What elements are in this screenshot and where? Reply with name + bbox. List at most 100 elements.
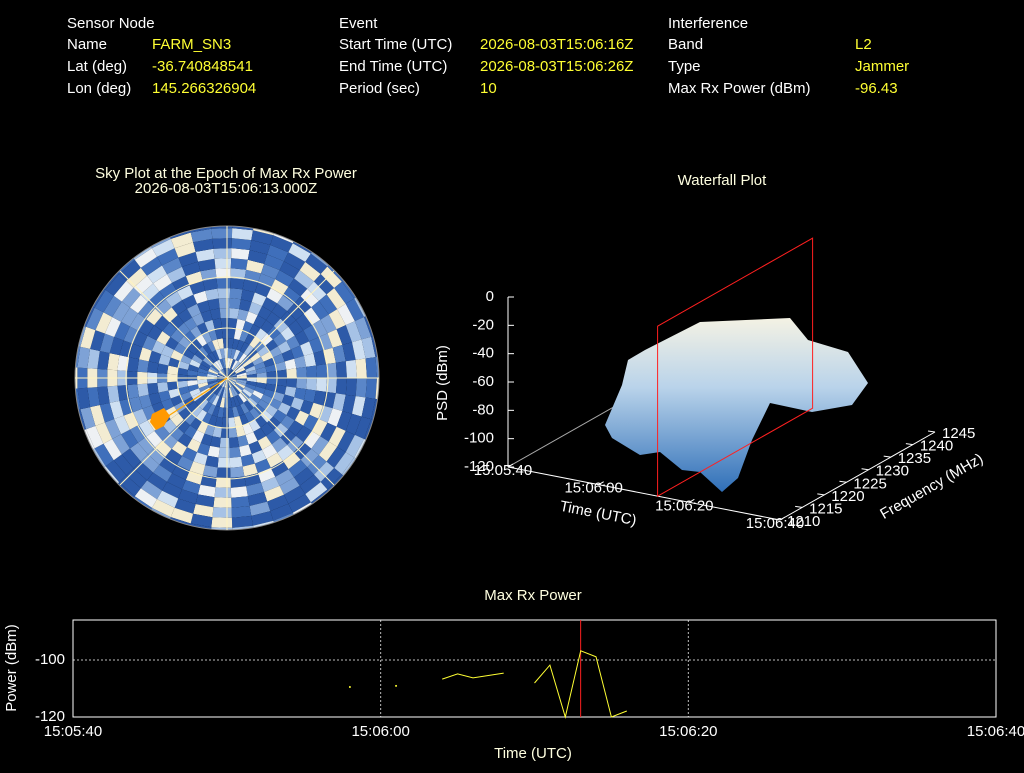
- sky-cell: [157, 382, 169, 393]
- sky-cell: [236, 369, 247, 376]
- sky-cell: [197, 442, 211, 456]
- sky-cell: [375, 378, 379, 401]
- sky-cell: [227, 368, 231, 378]
- sky-cell: [284, 386, 297, 398]
- sky-cell: [236, 405, 245, 416]
- sky-cell: [271, 437, 288, 453]
- z-tick-label: 0: [486, 288, 494, 305]
- sky-cell: [326, 362, 337, 378]
- sky-cell: [294, 270, 314, 289]
- sky-cell: [77, 346, 91, 369]
- sky-cell: [244, 411, 255, 423]
- sky-cell: [105, 273, 127, 296]
- sky-cell: [231, 386, 239, 396]
- sky-cell: [227, 375, 237, 378]
- sky-cell: [279, 261, 300, 279]
- sky-cell: [99, 402, 115, 423]
- sky-cell: [293, 296, 312, 314]
- sky-cell: [168, 357, 180, 368]
- sky-cell: [196, 334, 207, 347]
- sky-cell: [202, 465, 218, 478]
- time-tick: [507, 463, 514, 468]
- sky-cell: [295, 425, 312, 443]
- sky-cell: [193, 238, 214, 252]
- sky-cell: [232, 361, 241, 371]
- sky-cell: [280, 326, 295, 341]
- sky-cell: [294, 387, 307, 401]
- sky-cell: [219, 308, 230, 319]
- sky-cell: [334, 452, 355, 475]
- sky-cell: [172, 464, 190, 480]
- sky-cell: [257, 306, 272, 320]
- sky-cell: [277, 444, 294, 461]
- sky-cell: [228, 417, 236, 428]
- sky-cell: [183, 425, 197, 439]
- sky-cell: [252, 356, 264, 366]
- sky-cell: [170, 329, 184, 343]
- sky-cell: [186, 343, 199, 355]
- field-label: Type: [668, 58, 701, 75]
- freq-tick: [795, 505, 803, 508]
- sky-cell: [191, 338, 203, 351]
- sky-cell: [197, 371, 208, 377]
- sky-cell: [233, 416, 243, 428]
- sky-cell: [207, 340, 216, 352]
- sky-cell: [255, 415, 268, 428]
- sky-cell: [279, 477, 300, 495]
- sky-cell: [159, 282, 177, 300]
- sky-cell: [227, 378, 232, 388]
- sky-cell: [123, 326, 139, 344]
- sky-cell: [295, 313, 312, 331]
- sky-cell: [311, 319, 328, 338]
- sky-cell: [202, 401, 212, 413]
- sky-cell: [332, 393, 346, 412]
- sky-cell: [200, 310, 213, 323]
- sky-cell: [267, 326, 281, 340]
- psd-surface: [605, 318, 868, 492]
- sky-cell: [288, 494, 311, 513]
- sky-cell: [246, 482, 265, 497]
- freq-tick-label: 1215: [809, 500, 842, 517]
- sky-cell: [200, 433, 213, 446]
- sky-cell: [261, 476, 280, 493]
- sky-cell: [178, 251, 198, 267]
- field-value: -96.43: [855, 80, 898, 97]
- sky-cell: [260, 351, 273, 362]
- sky-cell: [197, 421, 209, 434]
- sky-cell: [294, 410, 310, 426]
- sky-cell: [232, 385, 241, 395]
- sky-cell: [253, 427, 267, 441]
- sky-cell: [227, 348, 233, 359]
- sky-cell: [191, 405, 203, 418]
- sky-cell: [282, 452, 301, 470]
- sky-cell: [246, 259, 265, 274]
- sky-cell: [147, 291, 166, 309]
- sky-cell: [159, 456, 177, 474]
- sky-cell: [231, 360, 239, 370]
- sky-cell: [218, 447, 230, 458]
- sky-cell: [235, 318, 246, 331]
- sky-cell: [139, 394, 152, 409]
- interference-spot: [150, 408, 170, 430]
- sky-cell: [375, 355, 379, 378]
- chart-title: Max Rx Power: [484, 587, 582, 604]
- sky-cell: [342, 394, 356, 414]
- sky-cell: [235, 367, 246, 374]
- sky-cell: [207, 371, 218, 376]
- sky-cell: [212, 238, 232, 249]
- x-tick-label: 15:05:40: [44, 723, 102, 740]
- line-point: [348, 686, 351, 689]
- sky-cell: [255, 382, 267, 389]
- sky-cell: [218, 298, 230, 309]
- sky-cell: [147, 265, 167, 284]
- sky-cell: [162, 307, 178, 323]
- sky-cell: [288, 420, 304, 436]
- sky-cell: [236, 378, 247, 381]
- sky-cell: [311, 418, 328, 437]
- sky-cell: [104, 419, 121, 439]
- sky-cell: [187, 384, 199, 392]
- sky-cell: [208, 415, 218, 427]
- sky-cell: [314, 461, 335, 482]
- sky-cell: [266, 378, 277, 385]
- sky-cell: [235, 425, 246, 438]
